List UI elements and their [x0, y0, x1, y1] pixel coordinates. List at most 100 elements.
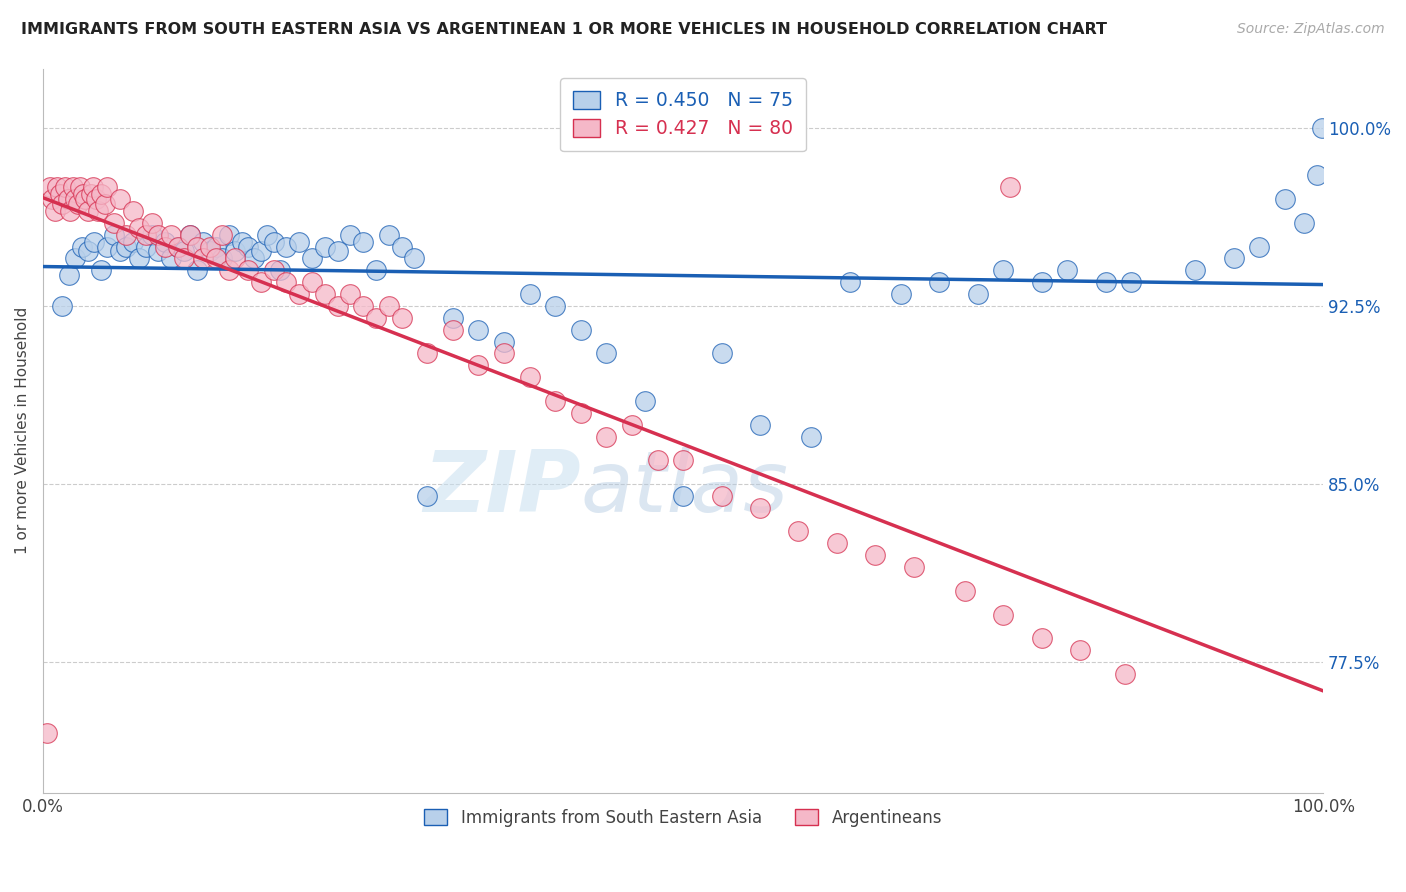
- Point: [236, 239, 259, 253]
- Point: [179, 227, 201, 242]
- Point: [51, 299, 73, 313]
- Point: [59, 204, 82, 219]
- Point: [288, 287, 311, 301]
- Point: [710, 489, 733, 503]
- Point: [70, 239, 93, 253]
- Point: [249, 244, 271, 259]
- Text: Source: ZipAtlas.com: Source: ZipAtlas.com: [1237, 22, 1385, 37]
- Point: [339, 287, 361, 301]
- Point: [749, 500, 772, 515]
- Point: [83, 235, 105, 249]
- Point: [193, 235, 215, 249]
- Point: [301, 252, 323, 266]
- Point: [128, 252, 150, 266]
- Point: [77, 204, 100, 219]
- Point: [243, 252, 266, 266]
- Point: [441, 310, 464, 325]
- Point: [800, 429, 823, 443]
- Point: [276, 239, 298, 253]
- Point: [198, 244, 221, 259]
- Point: [84, 192, 107, 206]
- Point: [1114, 667, 1136, 681]
- Point: [141, 216, 163, 230]
- Point: [544, 299, 567, 313]
- Point: [787, 524, 810, 539]
- Point: [326, 244, 349, 259]
- Point: [301, 275, 323, 289]
- Point: [928, 275, 950, 289]
- Point: [224, 244, 246, 259]
- Point: [276, 275, 298, 289]
- Point: [96, 180, 118, 194]
- Legend: Immigrants from South Eastern Asia, Argentineans: Immigrants from South Eastern Asia, Arge…: [416, 800, 950, 835]
- Point: [103, 216, 125, 230]
- Point: [1306, 169, 1329, 183]
- Point: [416, 489, 439, 503]
- Point: [263, 263, 285, 277]
- Point: [1222, 252, 1244, 266]
- Point: [90, 187, 112, 202]
- Y-axis label: 1 or more Vehicles in Household: 1 or more Vehicles in Household: [15, 307, 30, 554]
- Point: [211, 227, 233, 242]
- Point: [595, 346, 617, 360]
- Point: [46, 180, 69, 194]
- Point: [160, 227, 183, 242]
- Text: atlas: atlas: [581, 447, 789, 530]
- Point: [231, 235, 253, 249]
- Point: [314, 287, 336, 301]
- Point: [492, 334, 515, 349]
- Point: [634, 393, 657, 408]
- Point: [179, 227, 201, 242]
- Point: [364, 263, 387, 277]
- Point: [1031, 275, 1053, 289]
- Point: [211, 252, 233, 266]
- Point: [173, 244, 195, 259]
- Point: [108, 192, 131, 206]
- Point: [135, 227, 157, 242]
- Point: [75, 192, 97, 206]
- Point: [205, 252, 228, 266]
- Point: [53, 180, 76, 194]
- Point: [378, 299, 401, 313]
- Point: [391, 310, 413, 325]
- Point: [998, 180, 1021, 194]
- Point: [288, 235, 311, 249]
- Point: [153, 235, 176, 249]
- Point: [569, 323, 592, 337]
- Point: [115, 227, 138, 242]
- Point: [186, 239, 208, 253]
- Point: [595, 429, 617, 443]
- Point: [121, 204, 143, 219]
- Point: [1121, 275, 1143, 289]
- Point: [193, 252, 215, 266]
- Point: [51, 197, 73, 211]
- Point: [90, 263, 112, 277]
- Point: [218, 263, 240, 277]
- Point: [115, 239, 138, 253]
- Point: [519, 370, 541, 384]
- Point: [198, 239, 221, 253]
- Point: [391, 239, 413, 253]
- Point: [135, 239, 157, 253]
- Point: [62, 180, 84, 194]
- Point: [72, 187, 94, 202]
- Point: [38, 180, 60, 194]
- Point: [160, 252, 183, 266]
- Point: [41, 192, 63, 206]
- Point: [63, 252, 86, 266]
- Point: [263, 235, 285, 249]
- Point: [224, 252, 246, 266]
- Point: [49, 187, 72, 202]
- Point: [1184, 263, 1206, 277]
- Point: [749, 417, 772, 432]
- Point: [467, 359, 489, 373]
- Point: [128, 220, 150, 235]
- Point: [672, 489, 695, 503]
- Point: [148, 227, 170, 242]
- Point: [96, 239, 118, 253]
- Point: [103, 227, 125, 242]
- Point: [991, 607, 1014, 622]
- Point: [953, 583, 976, 598]
- Point: [148, 244, 170, 259]
- Point: [1310, 120, 1333, 135]
